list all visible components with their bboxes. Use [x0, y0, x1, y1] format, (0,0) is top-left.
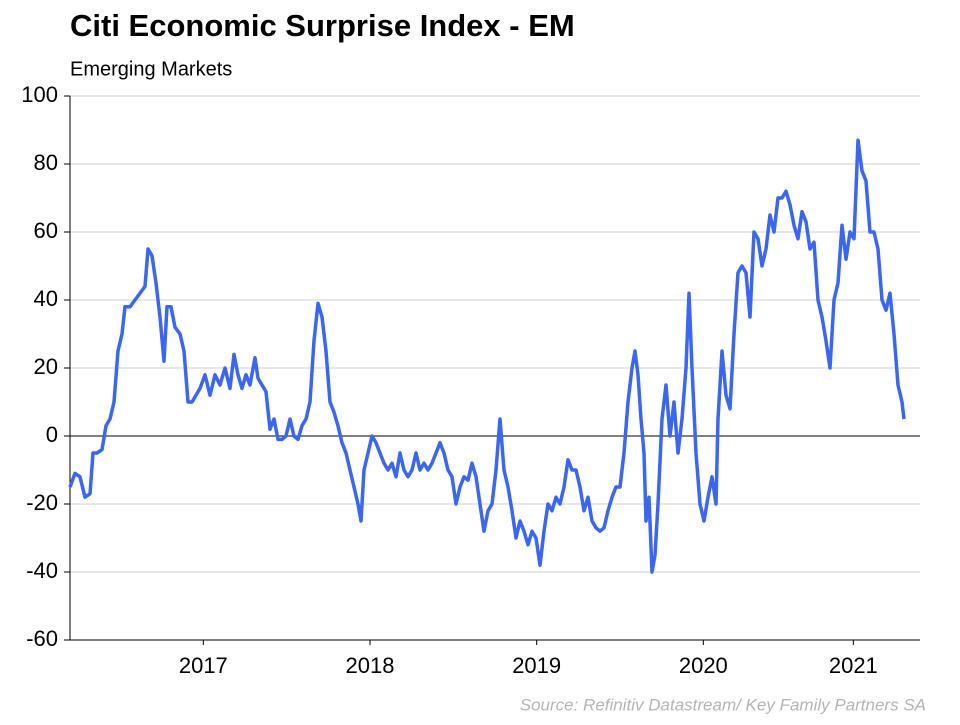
data-line	[68, 138, 906, 574]
y-tick-label: 0	[46, 422, 58, 447]
x-tick-label: 2018	[346, 653, 395, 678]
y-tick-label: 100	[21, 82, 58, 107]
x-tick-label: 2017	[179, 653, 228, 678]
chart-subtitle: Emerging Markets	[70, 58, 232, 80]
y-tick-label: -60	[26, 626, 58, 651]
y-tick-label: 60	[34, 218, 58, 243]
y-tick-label: 80	[34, 150, 58, 175]
x-tick-label: 2021	[829, 653, 878, 678]
x-tick-label: 2019	[512, 653, 561, 678]
y-tick-label: 40	[34, 286, 58, 311]
x-tick-label: 2020	[679, 653, 728, 678]
y-tick-label: -40	[26, 558, 58, 583]
y-tick-label: -20	[26, 490, 58, 515]
y-tick-label: 20	[34, 354, 58, 379]
source-note: Source: Refinitiv Datastream/ Key Family…	[520, 695, 926, 714]
chart-title: Citi Economic Surprise Index - EM	[70, 8, 575, 43]
